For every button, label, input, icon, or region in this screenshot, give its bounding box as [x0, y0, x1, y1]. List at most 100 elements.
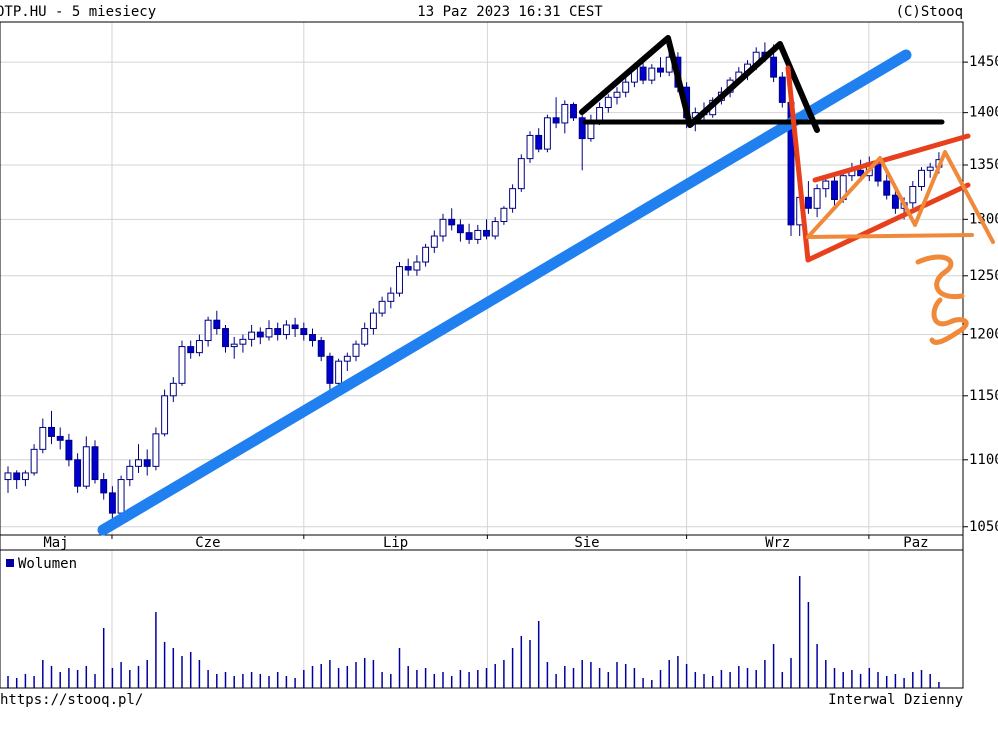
footer-url: https://stooq.pl/: [0, 692, 143, 708]
candle-body: [291, 324, 299, 330]
y-tick-label: 1450: [969, 54, 998, 70]
candle-body: [778, 76, 786, 103]
candle-body: [918, 169, 925, 187]
candle-body: [256, 331, 264, 338]
y-tick-label: 1150: [969, 388, 998, 404]
candle-body: [108, 492, 116, 514]
annotations: [97, 35, 995, 536]
candle-body: [500, 207, 508, 223]
red-upper: [812, 133, 971, 183]
candle-body: [30, 448, 38, 474]
candle-body: [813, 188, 821, 209]
candle-body: [639, 66, 647, 81]
orange-triangle: [806, 150, 995, 244]
frame: [0, 21, 964, 689]
candle-body: [396, 266, 403, 294]
candle-body: [117, 479, 125, 514]
candle-body: [13, 472, 21, 481]
candle-body: [222, 328, 229, 348]
candle-body: [570, 103, 577, 119]
candle-body: [143, 459, 151, 467]
x-tick-label: Lip: [383, 535, 408, 551]
candle-body: [883, 180, 891, 196]
candle-body: [430, 235, 438, 248]
candle-body: [483, 229, 490, 237]
double-top: [579, 35, 820, 133]
candle-body: [404, 266, 412, 271]
candle-body: [317, 340, 325, 357]
candle-body: [648, 67, 656, 81]
candle-body: [657, 67, 664, 73]
legend-swatch: [6, 559, 14, 567]
y-tick-label: 1200: [969, 327, 998, 343]
candle-body: [822, 180, 830, 190]
candle-body: [509, 188, 517, 209]
red-channel: [785, 65, 971, 263]
candle-body: [343, 355, 351, 362]
candle-body: [770, 56, 778, 78]
candle-body: [613, 91, 621, 98]
candle-body: [135, 459, 142, 467]
candle-body: [413, 261, 421, 271]
candle-body: [100, 479, 108, 494]
candle-body: [21, 472, 29, 481]
plot-frame: [0, 21, 964, 689]
candle-body: [265, 328, 273, 338]
trend-line: [97, 49, 912, 536]
y-tick-label: 1100: [969, 452, 998, 468]
candle-body: [456, 224, 464, 234]
candle-body: [552, 117, 560, 124]
candle-body: [248, 331, 256, 340]
candle-body: [74, 459, 82, 487]
footer-interval: Interwal Dzienny: [828, 692, 963, 708]
candle-body: [91, 446, 99, 481]
candle-body: [309, 334, 316, 342]
candle-body: [369, 312, 377, 330]
candle-body: [491, 221, 499, 237]
candle-body: [300, 328, 308, 336]
candle-body: [909, 185, 917, 204]
y-tick-label: 1400: [969, 105, 998, 121]
candle-body: [465, 232, 473, 240]
y-tick-label: 1250: [969, 268, 998, 284]
x-tick-label: Sie: [574, 535, 599, 551]
x-tick-label: Maj: [43, 535, 68, 551]
y-tick-label: 1300: [969, 211, 998, 227]
candle-body: [187, 346, 195, 354]
candle-body: [48, 426, 55, 437]
candle-body: [239, 338, 247, 345]
candle-body: [39, 426, 47, 450]
chart-title: OTP.HU - 5 miesiecy: [0, 4, 156, 20]
candle-body: [282, 324, 290, 336]
candle-body: [561, 103, 569, 124]
candle-body: [535, 134, 543, 150]
candle-body: [326, 355, 334, 384]
candle-body: [169, 382, 177, 397]
candle-body: [213, 319, 221, 330]
y-tick-label: 1350: [969, 157, 998, 173]
scribble: [915, 254, 969, 345]
candle-body: [65, 439, 73, 461]
candle-body: [387, 292, 395, 302]
candle-body: [857, 169, 865, 177]
candle-body: [517, 158, 525, 190]
candle-body: [361, 328, 369, 345]
candle-body: [596, 107, 604, 122]
candle-body: [152, 433, 160, 467]
candle-body: [378, 300, 386, 314]
candle-body: [526, 134, 534, 160]
candle-body: [804, 196, 812, 209]
x-tick-label: Wrz: [765, 535, 790, 551]
candle-body: [82, 446, 90, 487]
candle-body: [274, 328, 282, 336]
candle-body: [578, 117, 586, 140]
candle-body: [4, 472, 12, 481]
candle-body: [448, 218, 456, 226]
candle-body: [126, 465, 134, 481]
candle-body: [230, 343, 238, 348]
candle-body: [474, 229, 482, 240]
candle-body: [604, 96, 612, 109]
candle-body: [622, 81, 630, 93]
candle-body: [178, 346, 186, 384]
